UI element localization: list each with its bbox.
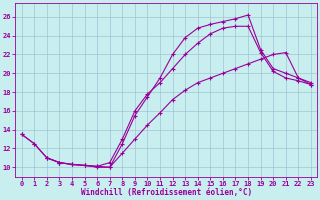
X-axis label: Windchill (Refroidissement éolien,°C): Windchill (Refroidissement éolien,°C) — [81, 188, 252, 197]
